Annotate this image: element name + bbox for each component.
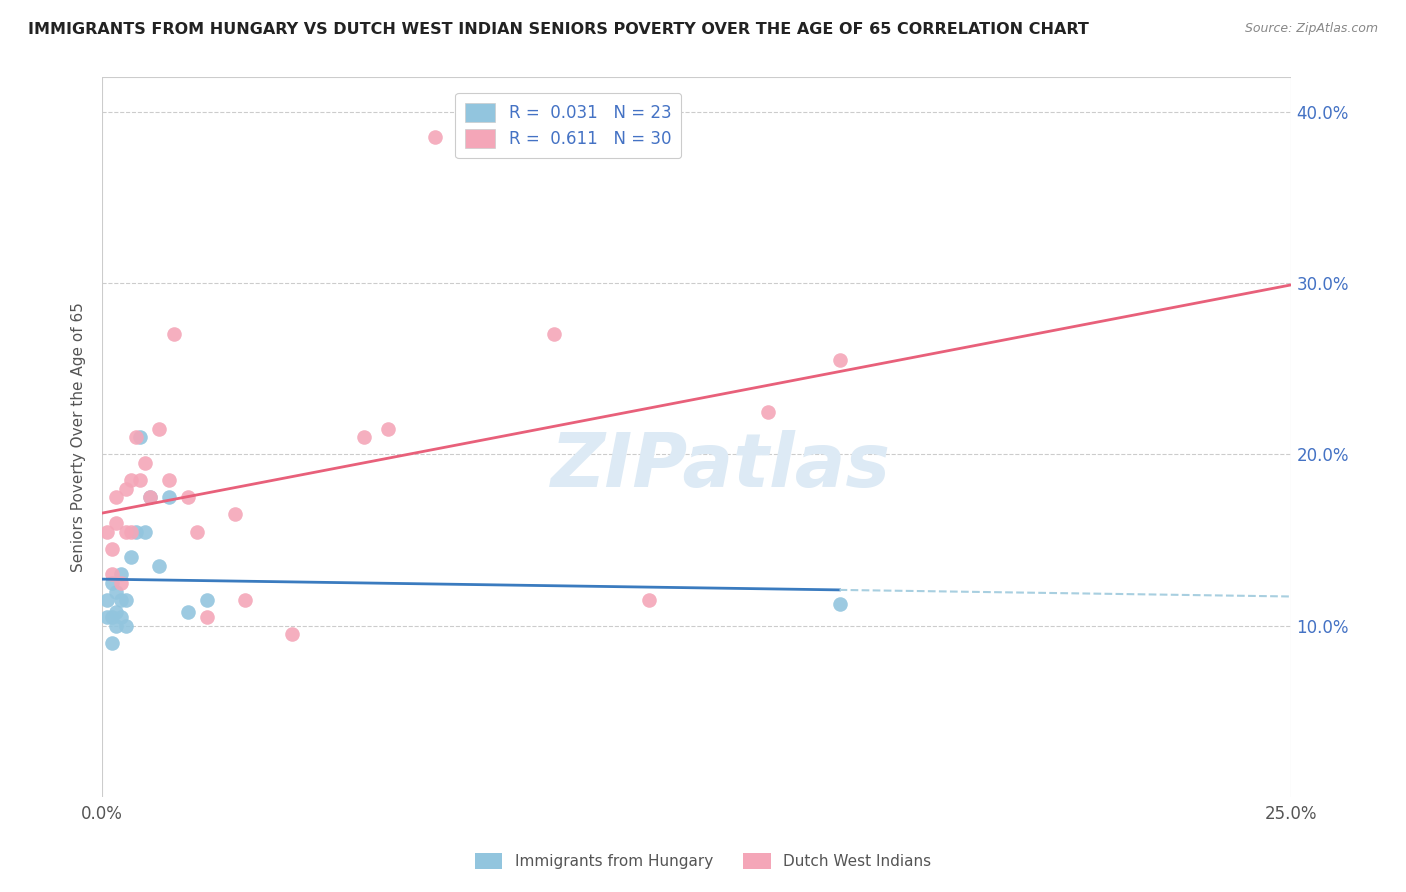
Point: [195, 610, 218, 624]
Point: [96, 593, 118, 607]
Point: [186, 524, 208, 539]
Point: [638, 593, 661, 607]
Point: [139, 490, 162, 504]
Legend: Immigrants from Hungary, Dutch West Indians: Immigrants from Hungary, Dutch West Indi…: [468, 847, 938, 875]
Point: [134, 524, 156, 539]
Point: [756, 404, 779, 418]
Point: [177, 605, 200, 619]
Point: [100, 541, 122, 556]
Point: [233, 593, 256, 607]
Text: Source: ZipAtlas.com: Source: ZipAtlas.com: [1244, 22, 1378, 36]
Point: [105, 490, 128, 504]
Point: [162, 327, 184, 342]
Point: [828, 597, 851, 611]
Point: [120, 524, 142, 539]
Point: [148, 422, 170, 436]
Point: [148, 558, 170, 573]
Point: [110, 593, 132, 607]
Point: [110, 567, 132, 582]
Point: [195, 593, 218, 607]
Text: ZIPatlas: ZIPatlas: [551, 430, 890, 502]
Point: [96, 610, 118, 624]
Point: [124, 524, 146, 539]
Point: [100, 636, 122, 650]
Point: [129, 473, 152, 487]
Point: [115, 619, 138, 633]
Point: [134, 456, 156, 470]
Point: [115, 482, 138, 496]
Point: [281, 627, 304, 641]
Point: [105, 605, 128, 619]
Point: [120, 550, 142, 565]
Point: [115, 524, 138, 539]
Point: [115, 593, 138, 607]
Legend: R =  0.031   N = 23, R =  0.611   N = 30: R = 0.031 N = 23, R = 0.611 N = 30: [456, 93, 682, 158]
Point: [543, 327, 565, 342]
Point: [110, 576, 132, 591]
Point: [110, 610, 132, 624]
Point: [828, 353, 851, 368]
Point: [100, 610, 122, 624]
Point: [100, 567, 122, 582]
Point: [177, 490, 200, 504]
Point: [377, 422, 399, 436]
Point: [139, 490, 162, 504]
Point: [100, 576, 122, 591]
Point: [105, 584, 128, 599]
Point: [124, 430, 146, 444]
Point: [105, 619, 128, 633]
Point: [157, 490, 180, 504]
Point: [224, 508, 246, 522]
Point: [105, 516, 128, 530]
Point: [96, 524, 118, 539]
Point: [129, 430, 152, 444]
Point: [157, 473, 180, 487]
Point: [353, 430, 375, 444]
Text: IMMIGRANTS FROM HUNGARY VS DUTCH WEST INDIAN SENIORS POVERTY OVER THE AGE OF 65 : IMMIGRANTS FROM HUNGARY VS DUTCH WEST IN…: [28, 22, 1090, 37]
Point: [120, 473, 142, 487]
Y-axis label: Seniors Poverty Over the Age of 65: Seniors Poverty Over the Age of 65: [72, 302, 86, 573]
Point: [425, 130, 447, 145]
